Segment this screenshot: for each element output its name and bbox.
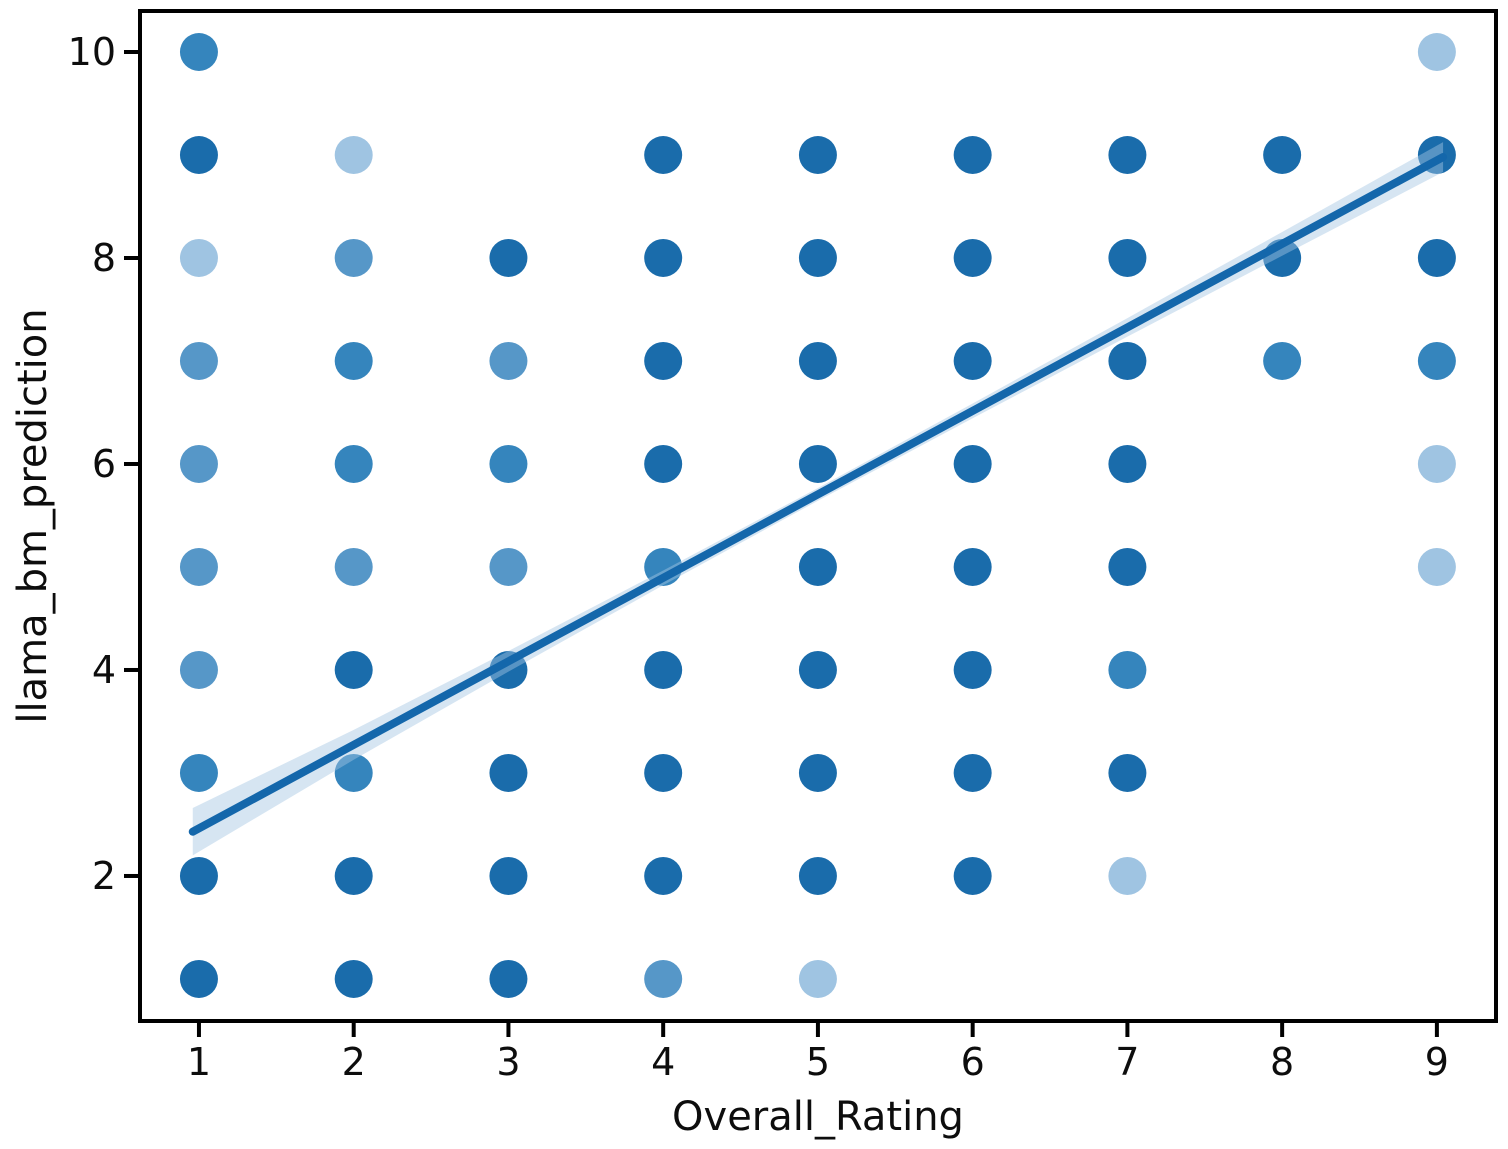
x-tick-label: 4 <box>651 1040 676 1084</box>
data-point <box>1263 341 1302 380</box>
y-tick-label: 8 <box>91 235 116 280</box>
data-point <box>644 856 683 895</box>
data-point <box>1108 650 1147 689</box>
data-point <box>1108 135 1147 174</box>
data-point <box>953 753 992 792</box>
y-tick-label: 2 <box>91 853 116 898</box>
data-point <box>334 650 373 689</box>
data-point <box>334 444 373 483</box>
y-tick-label: 10 <box>67 29 116 74</box>
x-tick-label: 9 <box>1424 1040 1449 1084</box>
data-point <box>644 959 683 998</box>
data-point <box>644 341 683 380</box>
data-point <box>489 959 528 998</box>
regression-line <box>188 153 1448 836</box>
data-point <box>953 444 992 483</box>
data-point <box>334 341 373 380</box>
data-point <box>489 547 528 586</box>
x-tick-label: 5 <box>805 1040 831 1084</box>
data-point <box>798 856 837 895</box>
y-tick-label: 4 <box>91 647 116 692</box>
data-point <box>334 959 373 998</box>
x-tick-label: 6 <box>960 1040 985 1084</box>
data-point <box>179 753 218 792</box>
data-point <box>334 753 373 792</box>
data-point <box>489 238 528 277</box>
data-point <box>1417 444 1456 483</box>
x-tick-label: 3 <box>496 1040 521 1084</box>
data-point <box>1263 135 1302 174</box>
data-point <box>1417 547 1456 586</box>
data-point <box>953 547 992 586</box>
data-point <box>953 650 992 689</box>
x-tick-label: 7 <box>1115 1040 1140 1084</box>
data-point <box>953 341 992 380</box>
data-point <box>179 650 218 689</box>
data-point <box>179 32 218 71</box>
plot-frame <box>138 9 1498 1023</box>
data-point <box>798 547 837 586</box>
data-point <box>953 238 992 277</box>
data-point <box>953 135 992 174</box>
data-point <box>489 753 528 792</box>
data-point <box>798 135 837 174</box>
data-point <box>644 238 683 277</box>
data-point <box>179 959 218 998</box>
x-axis-label: Overall_Rating <box>672 1094 964 1140</box>
data-point <box>179 547 218 586</box>
data-point <box>179 238 218 277</box>
data-point <box>334 238 373 277</box>
data-point <box>489 444 528 483</box>
data-point <box>1108 341 1147 380</box>
data-point <box>179 444 218 483</box>
data-point <box>644 444 683 483</box>
data-point <box>798 238 837 277</box>
data-point <box>644 135 683 174</box>
x-tick-label: 8 <box>1270 1040 1295 1084</box>
data-point <box>798 959 837 998</box>
data-point <box>179 856 218 895</box>
data-point <box>334 135 373 174</box>
data-point <box>334 856 373 895</box>
data-point <box>489 341 528 380</box>
data-point <box>1417 32 1456 71</box>
data-point <box>1108 856 1147 895</box>
y-tick-label: 6 <box>91 441 116 486</box>
data-point <box>1108 444 1147 483</box>
data-point <box>644 650 683 689</box>
x-tick-label: 1 <box>186 1040 212 1084</box>
data-point <box>798 753 837 792</box>
data-point <box>489 856 528 895</box>
data-point <box>798 444 837 483</box>
data-point <box>1417 341 1456 380</box>
data-point <box>644 753 683 792</box>
data-point <box>1108 238 1147 277</box>
data-point <box>1108 547 1147 586</box>
data-point <box>334 547 373 586</box>
data-point <box>798 341 837 380</box>
data-point <box>798 650 837 689</box>
data-point <box>179 135 218 174</box>
data-point <box>1417 238 1456 277</box>
data-point <box>179 341 218 380</box>
data-point <box>1108 753 1147 792</box>
data-point <box>953 856 992 895</box>
x-tick-label: 2 <box>341 1040 366 1084</box>
